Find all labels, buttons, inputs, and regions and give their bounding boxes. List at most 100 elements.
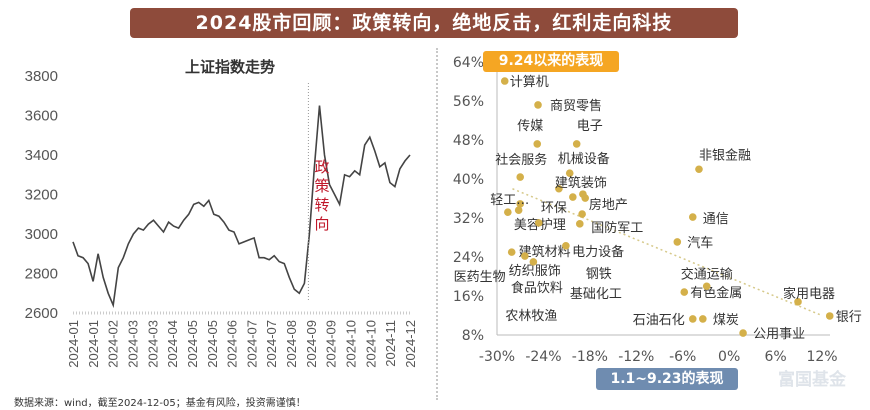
- scatter-point: [529, 258, 538, 266]
- point-label: 医药生物: [454, 270, 506, 285]
- x-tick-label: 2024-01: [66, 320, 81, 368]
- x-tick-label: 2024-06: [225, 320, 240, 368]
- point-label: 非银金融: [699, 147, 751, 163]
- scatter-point: [514, 206, 523, 214]
- y-tick-label: 8%: [462, 328, 484, 344]
- scatter-point: [562, 241, 570, 250]
- x-tick-label: 2024-07: [264, 320, 279, 368]
- x-tick-label: -24%: [525, 349, 561, 365]
- point-label: 纺织服饰: [509, 264, 561, 279]
- point-label: 计算机: [510, 75, 549, 90]
- point-label: 银行: [836, 310, 862, 325]
- page-title: 2024股市回顾：政策转向，绝地反击，红利走向科技: [130, 8, 738, 38]
- x-tick-label: 2024-12: [403, 320, 418, 368]
- scatter-point: [516, 200, 525, 208]
- point-label: 农林牧渔: [505, 309, 557, 324]
- point-label: 机械设备: [558, 151, 610, 167]
- x-tick-label: 2024-07: [244, 320, 259, 368]
- scatter-point: [507, 248, 516, 256]
- y-tick-label: 3400: [25, 147, 58, 164]
- scatter-point: [673, 238, 682, 246]
- point-label: 食品饮料: [511, 280, 563, 296]
- y-tick-label: 3600: [25, 108, 58, 125]
- point-label: 社会服务: [495, 152, 547, 168]
- scatter-point: [565, 169, 574, 177]
- y-tick-label: 24%: [453, 250, 484, 266]
- scatter-point: [555, 184, 563, 193]
- scatter-point: [575, 220, 584, 228]
- scatter-point: [533, 140, 542, 148]
- point-label: 电力设备: [572, 244, 624, 260]
- point-label: 建筑材料: [519, 244, 571, 260]
- x-axis-label-tag: 1.1~9.23的表现: [596, 368, 738, 390]
- x-tick-label: 2024-10: [344, 320, 359, 368]
- scatter-point: [534, 101, 542, 109]
- scatter-point: [695, 165, 703, 174]
- point-label: 家用电器: [783, 286, 835, 302]
- point-label: 基础化工: [570, 287, 622, 302]
- watermark-logo: 富国基金: [778, 370, 846, 390]
- scatter-point: [581, 194, 590, 202]
- point-label: 交通运输: [681, 266, 733, 282]
- x-tick-label: 2024-04: [165, 320, 180, 368]
- scatter-point: [825, 312, 834, 320]
- y-tick-label: 3200: [25, 187, 58, 204]
- x-tick-label: 2024-05: [185, 320, 200, 368]
- y-tick-label: 3000: [25, 226, 58, 243]
- x-tick-label: -30%: [479, 349, 515, 365]
- scatter-point: [739, 329, 747, 337]
- scatter-point: [699, 315, 707, 323]
- index-line: [72, 105, 411, 309]
- y-tick-label: 16%: [453, 289, 484, 305]
- x-tick-label: 2024-08: [284, 320, 299, 368]
- y-tick-label: 2800: [25, 266, 58, 283]
- scatter-point: [794, 298, 802, 306]
- y-tick-label: 48%: [453, 133, 484, 149]
- x-tick-label: 2024-11: [383, 320, 398, 367]
- point-label: 建筑装饰: [555, 175, 607, 191]
- x-tick-label: -12%: [618, 349, 654, 365]
- x-tick-label: -6%: [669, 349, 696, 365]
- source-note: 数据来源：wind，截至2024-12-05；基金有风险，投资需谨慎！: [14, 398, 306, 409]
- scatter-point: [516, 173, 525, 181]
- x-tick-label: 2024-05: [205, 320, 220, 368]
- x-tick-label: 0%: [718, 349, 740, 365]
- x-tick-label: 2024-09: [324, 320, 339, 368]
- point-label: 有色金属: [690, 285, 742, 301]
- x-tick-label: 6%: [764, 349, 786, 365]
- scatter-point: [702, 282, 711, 291]
- scatter-point: [688, 213, 697, 221]
- scatter-point: [688, 315, 697, 323]
- point-label: 环保: [541, 201, 567, 216]
- trendline: [512, 188, 823, 317]
- point-label: 商贸零售: [550, 98, 602, 114]
- point-label: 汽车: [687, 235, 713, 251]
- point-label: 轻工…: [490, 193, 529, 208]
- scatter-point: [680, 288, 689, 296]
- scatter-point: [521, 252, 529, 260]
- x-tick-label: -18%: [572, 349, 608, 365]
- line-chart-title: 上证指数走势: [185, 58, 276, 76]
- scatter-point: [569, 193, 577, 201]
- policy-turn-annotation: 转: [314, 196, 329, 214]
- policy-turn-annotation: 策: [314, 177, 329, 195]
- x-tick-label: 2024-01: [86, 320, 101, 368]
- divider: [436, 48, 438, 400]
- scatter-point: [578, 210, 586, 218]
- point-label: 通信: [703, 212, 729, 227]
- point-label: 煤炭: [713, 313, 739, 328]
- y-tick-label: 56%: [453, 94, 484, 110]
- x-tick-label: 12%: [806, 349, 837, 365]
- scatter-point: [500, 77, 509, 85]
- point-label: 房地产: [589, 197, 628, 213]
- y-tick-label: 32%: [453, 211, 484, 227]
- y-tick-label: 3800: [25, 68, 58, 85]
- policy-turn-annotation: 向: [314, 215, 329, 233]
- point-label: 传媒: [517, 119, 543, 134]
- scatter-point: [534, 219, 543, 227]
- y-tick-label: 40%: [453, 172, 484, 188]
- x-tick-label: 2024-10: [363, 320, 378, 368]
- point-label: 钢铁: [586, 267, 612, 282]
